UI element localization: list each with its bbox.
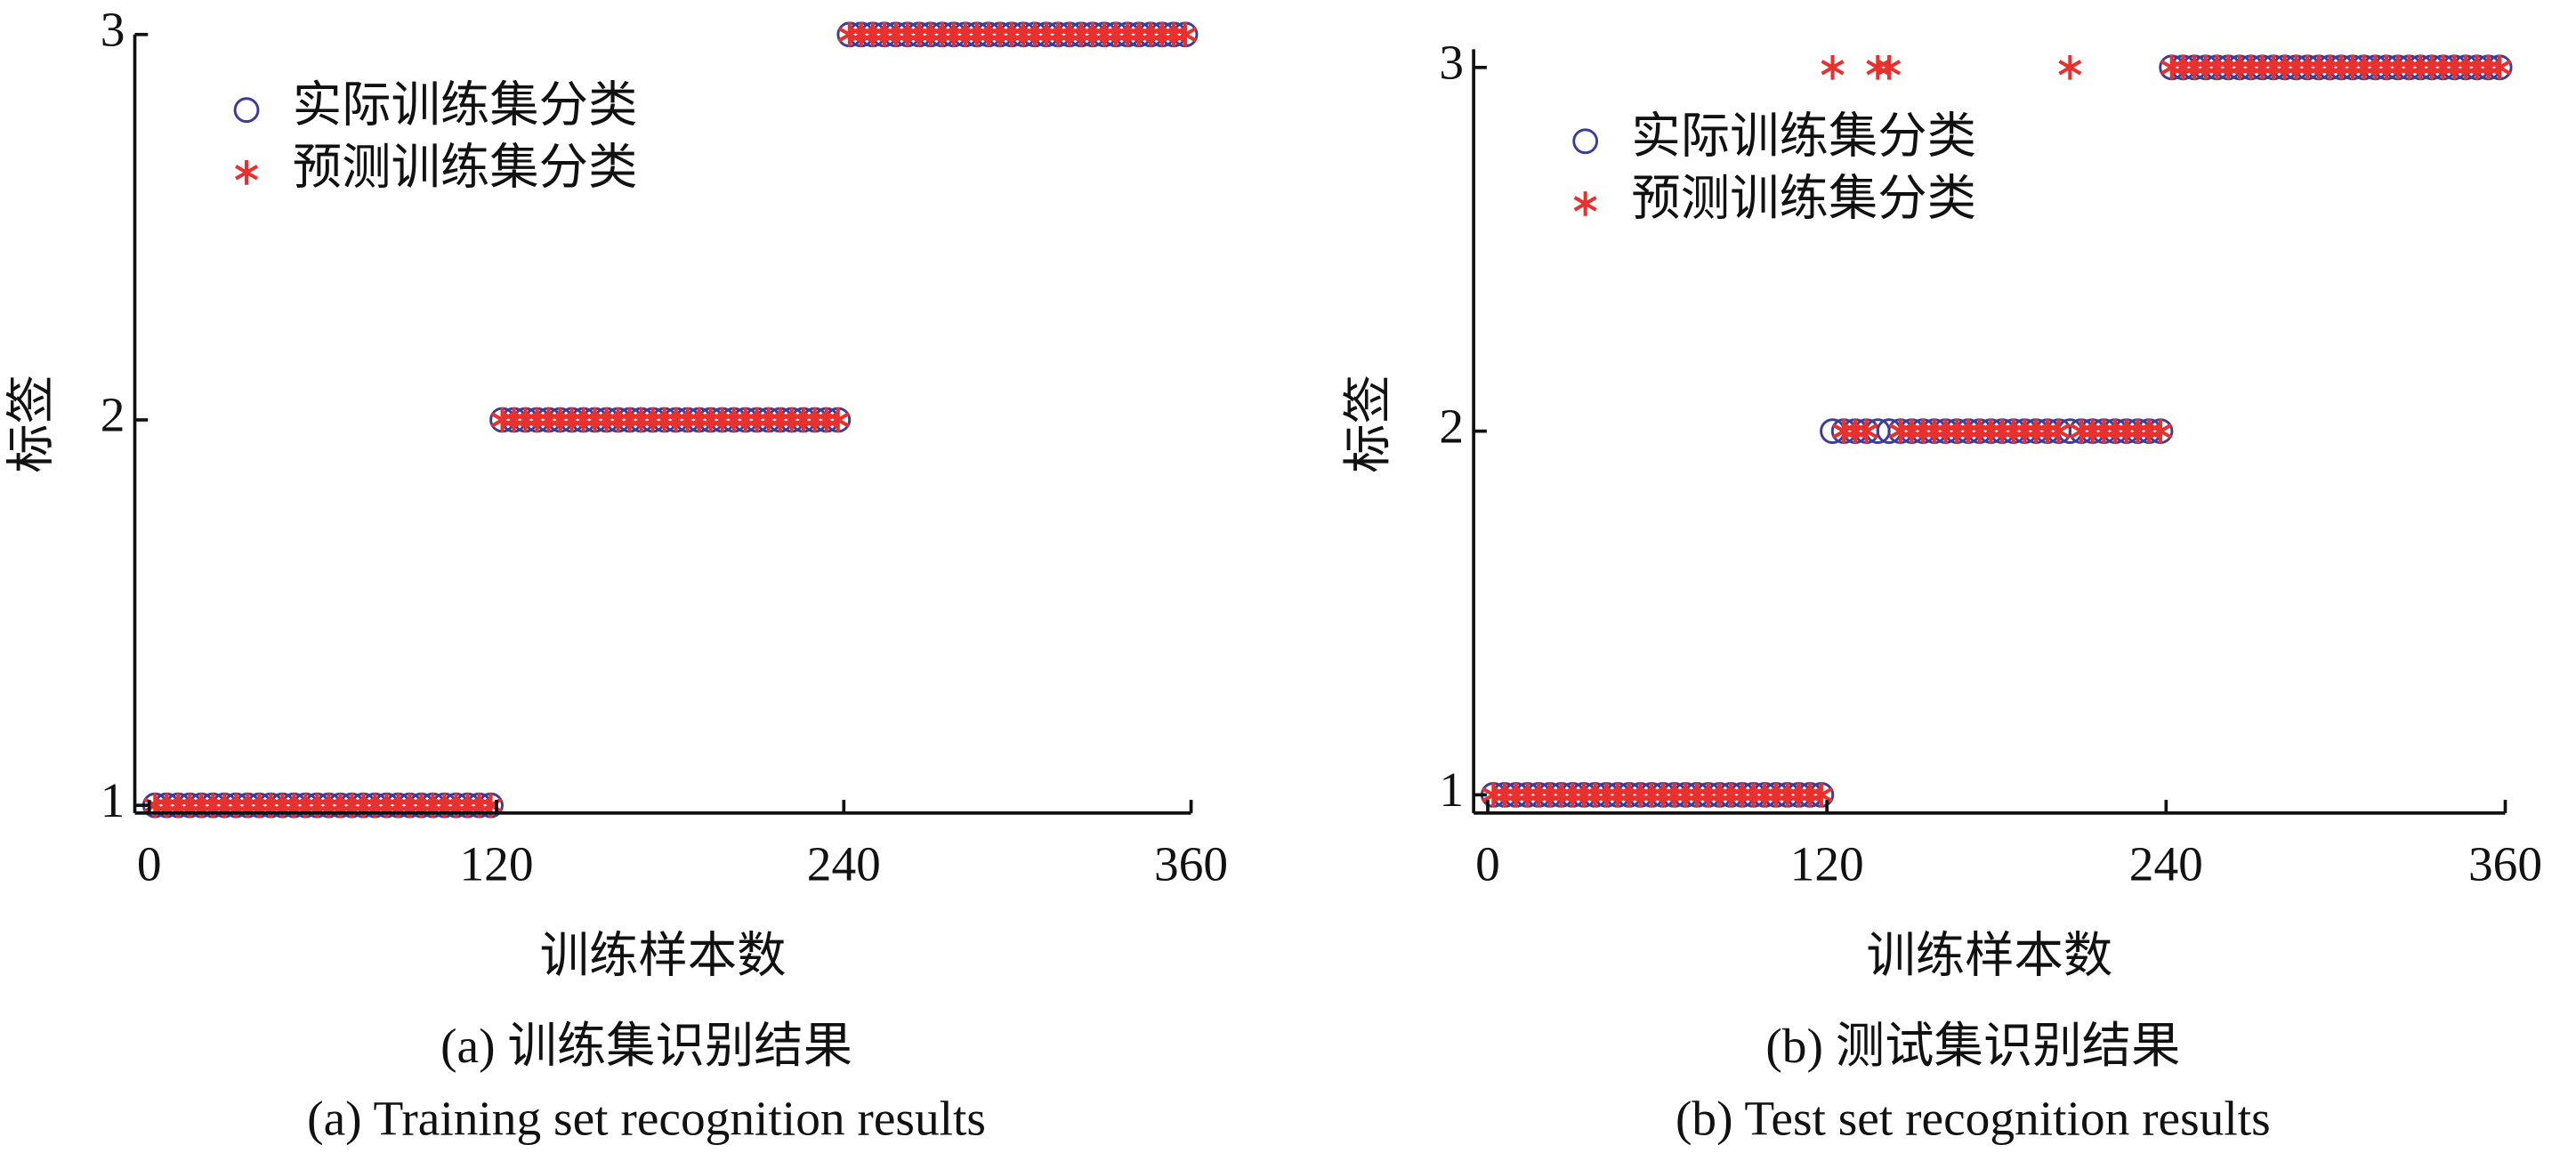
predicted-point — [2047, 418, 2071, 444]
legend-label: 预测训练集分类 — [1631, 172, 1976, 226]
predicted-point — [1174, 21, 1198, 47]
x-tick-label: 240 — [2129, 836, 2203, 891]
x-axis-label: 训练样本数 — [540, 929, 787, 983]
x-tick-label: 0 — [1475, 836, 1500, 891]
y-tick-label: 1 — [1439, 762, 1464, 817]
legend-label: 实际训练集分类 — [1631, 109, 1976, 163]
caption: (a) 训练集识别结果 — [440, 1019, 852, 1073]
x-tick-label: 120 — [1790, 836, 1864, 891]
predicted-point — [1866, 54, 1890, 80]
y-axis-label: 标签 — [1341, 375, 1395, 473]
y-tick-label: 1 — [101, 773, 125, 827]
x-tick-label: 360 — [2468, 836, 2542, 891]
legend-marker — [1572, 128, 1599, 155]
caption: (b) Test set recognition results — [1676, 1091, 2271, 1145]
x-tick-label: 240 — [807, 836, 881, 891]
x-tick-label: 0 — [137, 836, 162, 891]
predicted-point — [2058, 54, 2082, 80]
legend-marker — [233, 97, 260, 124]
caption: (b) 测试集识别结果 — [1765, 1019, 2180, 1073]
y-tick-label: 3 — [1439, 36, 1464, 90]
predicted-point — [1854, 418, 1878, 444]
legend-label: 实际训练集分类 — [293, 77, 638, 132]
y-axis-label: 标签 — [4, 375, 58, 473]
predicted-point — [1877, 54, 1902, 80]
x-axis-label: 训练样本数 — [1866, 929, 2112, 983]
predicted-point — [2488, 54, 2512, 80]
y-tick-label: 2 — [101, 388, 125, 442]
predicted-point — [2148, 418, 2172, 444]
legend-marker — [235, 160, 259, 185]
caption: (a) Training set recognition results — [307, 1091, 986, 1145]
y-tick-label: 2 — [1439, 399, 1464, 453]
legend-label: 预测训练集分类 — [293, 141, 638, 195]
legend-marker — [1573, 191, 1597, 216]
y-tick-label: 3 — [101, 2, 125, 56]
predicted-point — [1821, 54, 1845, 80]
predicted-point — [826, 407, 850, 432]
x-tick-label: 120 — [460, 836, 534, 891]
x-tick-label: 360 — [1154, 836, 1228, 891]
predicted-point — [1809, 782, 1833, 808]
